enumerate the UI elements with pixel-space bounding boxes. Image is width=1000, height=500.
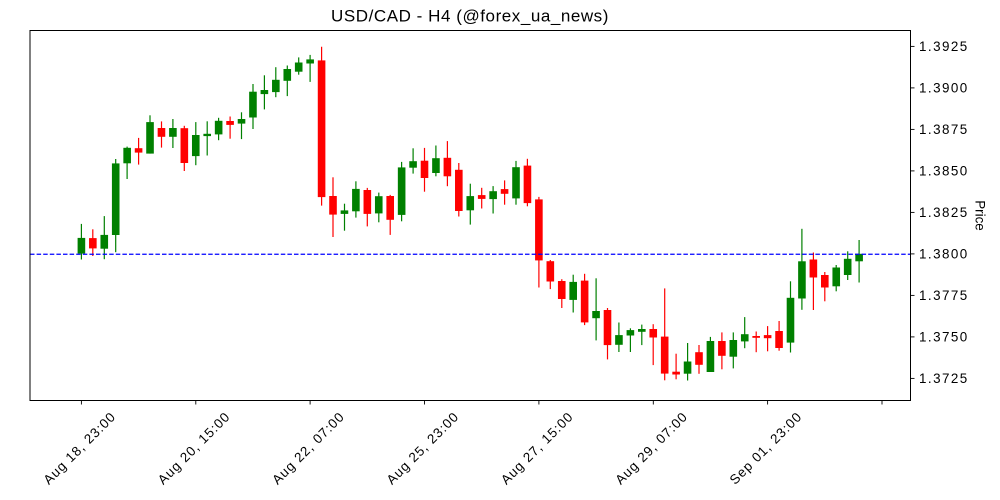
svg-text:1.3850: 1.3850	[919, 164, 969, 179]
svg-text:1.3750: 1.3750	[919, 330, 969, 345]
svg-text:1.3900: 1.3900	[919, 81, 969, 96]
svg-text:1.3775: 1.3775	[919, 288, 969, 303]
svg-text:1.3800: 1.3800	[919, 247, 969, 262]
svg-text:1.3825: 1.3825	[919, 205, 969, 220]
svg-text:1.3875: 1.3875	[919, 122, 969, 137]
svg-text:Price: Price	[973, 200, 988, 231]
svg-text:USD/CAD - H4 (@forex_ua_news): USD/CAD - H4 (@forex_ua_news)	[331, 7, 609, 26]
svg-text:1.3925: 1.3925	[919, 39, 969, 54]
svg-text:1.3725: 1.3725	[919, 371, 969, 386]
